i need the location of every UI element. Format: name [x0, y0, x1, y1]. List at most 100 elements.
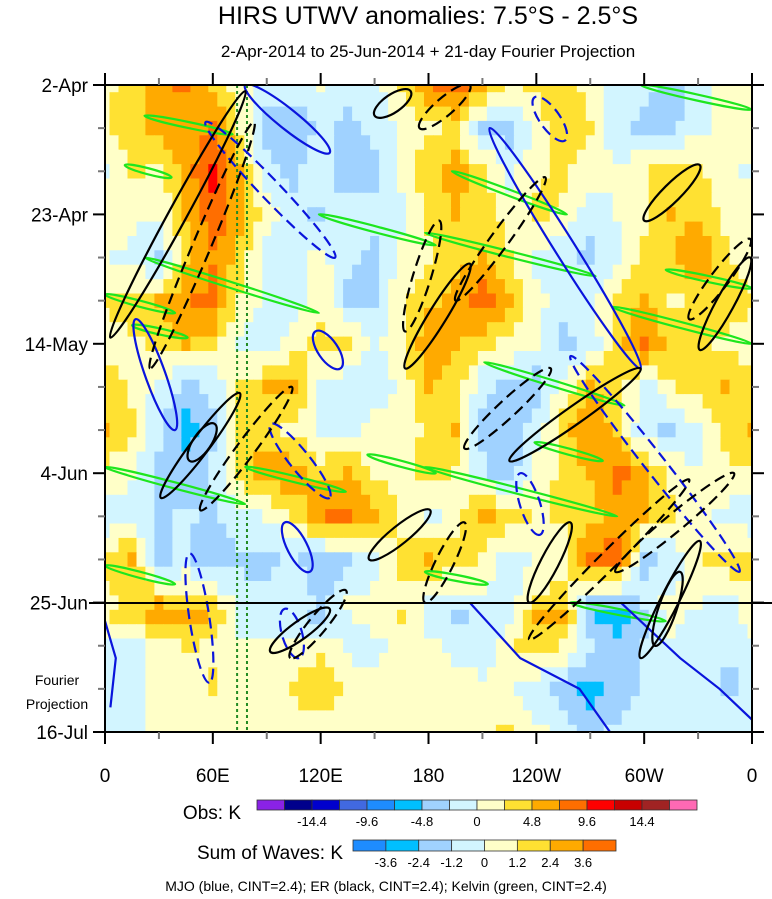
heatmap-cell [477, 192, 488, 208]
heatmap-cell [495, 408, 506, 424]
heatmap-cell [594, 394, 605, 410]
heatmap-cell [675, 250, 686, 266]
heatmap-cell [370, 509, 380, 525]
heatmap-cell [549, 192, 560, 208]
heatmap-cell [105, 293, 111, 309]
heatmap-cell [612, 293, 623, 309]
heatmap-cell [415, 293, 425, 309]
heatmap-cell [105, 437, 111, 453]
heatmap-cell [504, 696, 515, 712]
heatmap-cell [298, 85, 308, 93]
heatmap-cell [720, 236, 731, 251]
heatmap-cell [451, 106, 461, 122]
heatmap-cell [172, 149, 182, 165]
heatmap-cell [460, 422, 470, 438]
heatmap-cell [415, 408, 425, 424]
heatmap-cell [630, 710, 641, 726]
heatmap-cell [352, 365, 362, 381]
heatmap-cell [468, 336, 479, 352]
heatmap-cell [684, 149, 695, 165]
heatmap-cell [208, 365, 218, 381]
heatmap-cell [549, 638, 560, 654]
heatmap-cell [603, 624, 614, 640]
heatmap-cell [415, 480, 425, 496]
mjo-contour-negative [531, 95, 569, 143]
heatmap-cell [693, 466, 704, 481]
heatmap-cell [271, 106, 281, 122]
heatmap-cell [549, 336, 560, 352]
heatmap-cell [235, 221, 245, 237]
heatmap-cell [594, 307, 605, 323]
heatmap-cell [271, 422, 281, 438]
heatmap-cell [477, 307, 488, 323]
heatmap-cell [693, 696, 704, 712]
heatmap-cell [379, 120, 389, 136]
heatmap-cell [612, 710, 623, 726]
heatmap-cell [657, 92, 668, 108]
heatmap-cell [729, 149, 740, 165]
heatmap-cell [406, 192, 416, 208]
heatmap-cell [334, 667, 344, 683]
heatmap-cell [531, 307, 542, 323]
heatmap-cell [163, 264, 173, 280]
heatmap-cell [585, 609, 596, 625]
heatmap-cell [154, 106, 164, 122]
heatmap-cell [109, 652, 120, 668]
heatmap-cell [244, 178, 254, 194]
heatmap-cell [406, 552, 416, 568]
heatmap-cell [289, 322, 299, 338]
heatmap-cell [639, 437, 650, 453]
heatmap-cell [720, 710, 731, 726]
heatmap-cell [361, 437, 371, 453]
heatmap-cell [244, 351, 254, 366]
heatmap-cell [531, 422, 542, 438]
heatmap-cell [639, 106, 650, 122]
heatmap-cell [118, 106, 129, 122]
heatmap-cell [540, 279, 551, 295]
heatmap-cell [127, 710, 138, 726]
heatmap-cell [190, 85, 200, 93]
heatmap-cell [289, 365, 299, 381]
heatmap-cell [549, 537, 560, 553]
heatmap-cell [190, 696, 200, 712]
heatmap-cell [639, 336, 650, 352]
heatmap-cell [711, 250, 722, 266]
heatmap-cell [289, 336, 299, 352]
heatmap-cell [747, 207, 752, 223]
heatmap-cell [172, 307, 182, 323]
heatmap-cell [343, 293, 353, 309]
heatmap-cell [747, 192, 752, 208]
heatmap-cell [163, 667, 173, 683]
heatmap-cell [415, 85, 425, 93]
heatmap-cell [612, 494, 623, 510]
heatmap-cell [118, 494, 129, 510]
heatmap-cell [289, 494, 299, 510]
heatmap-cell [657, 236, 668, 251]
heatmap-cell [657, 724, 668, 732]
heatmap-cell [406, 566, 416, 582]
heatmap-cell [567, 236, 578, 251]
heatmap-cell [316, 451, 326, 467]
heatmap-cell [316, 609, 326, 625]
heatmap-cell [253, 552, 263, 568]
heatmap-cell [486, 85, 497, 93]
heatmap-cell [172, 207, 182, 223]
heatmap-cell [199, 236, 209, 251]
heatmap-cell [477, 394, 488, 410]
mjo-contour-positive [311, 329, 345, 371]
heatmap-cell [612, 365, 623, 381]
heatmap-cell [522, 667, 533, 683]
heatmap-cell [109, 92, 120, 108]
heatmap-cell [738, 581, 749, 596]
heatmap-cell [460, 552, 470, 568]
heatmap-cell [271, 394, 281, 410]
heatmap-cell [603, 85, 614, 93]
colorbar-tick-label: -4.8 [411, 814, 433, 829]
heatmap-cell [424, 638, 434, 654]
heatmap-cell [720, 106, 731, 122]
heatmap-cell [666, 437, 677, 453]
heatmap-cell [289, 437, 299, 453]
heatmap-cell [163, 351, 173, 366]
heatmap-cell [415, 566, 425, 582]
heatmap-cell [352, 207, 362, 223]
